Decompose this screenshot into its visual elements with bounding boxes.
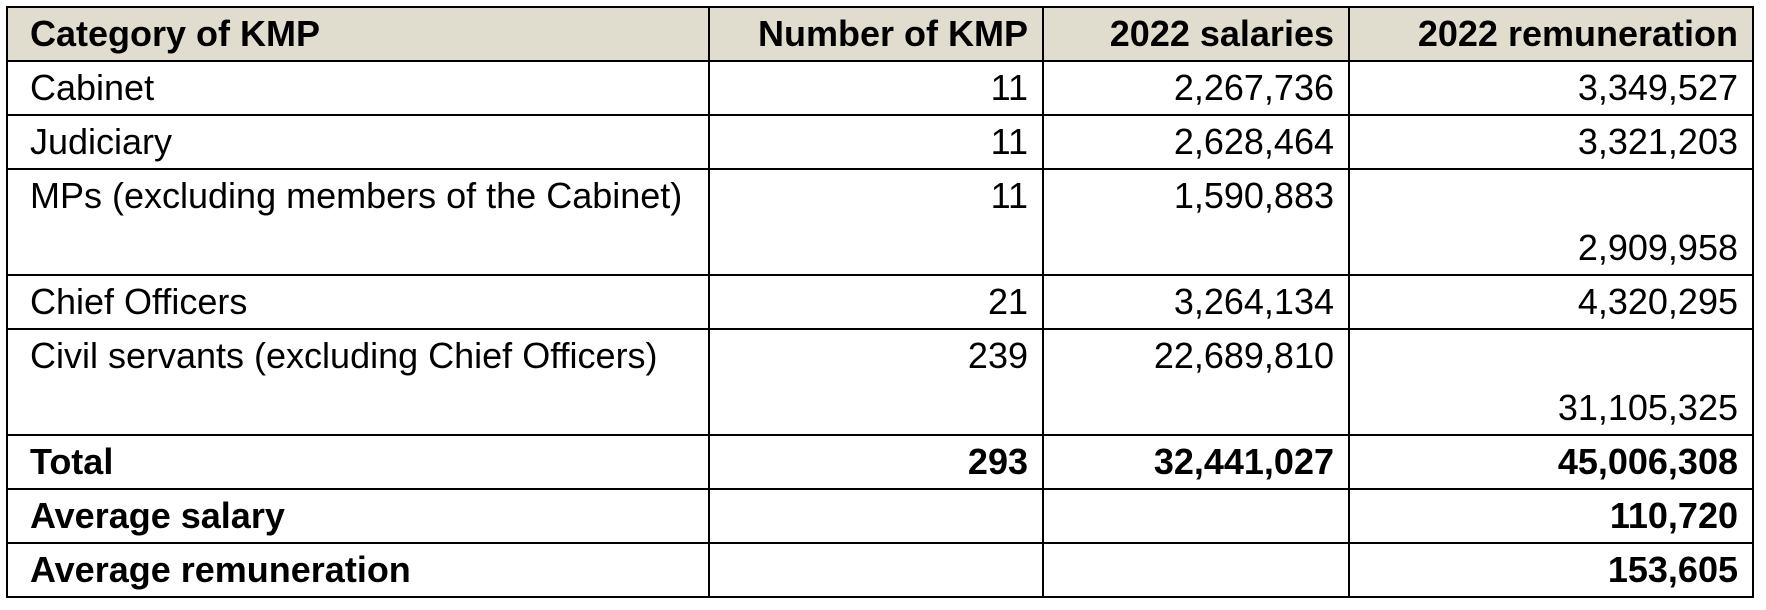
number-cell: 11 [708, 168, 1044, 276]
average-remuneration-value: 153,605 [1348, 542, 1754, 598]
table-row-chief-officers: Chief Officers 21 3,264,134 4,320,295 [6, 274, 1754, 330]
table-row-mps: MPs (excluding members of the Cabinet) 1… [6, 168, 1754, 276]
header-row: Category of KMP Number of KMP 2022 salar… [6, 6, 1754, 62]
average-remuneration-label: Average remuneration [6, 542, 710, 598]
table-row-average-remuneration: Average remuneration 153,605 [6, 542, 1754, 598]
number-cell: 11 [708, 114, 1044, 170]
kmp-remuneration-table: Category of KMP Number of KMP 2022 salar… [6, 6, 1754, 598]
category-cell: Judiciary [6, 114, 710, 170]
category-cell: Cabinet [6, 60, 710, 116]
total-salaries: 32,441,027 [1042, 434, 1350, 490]
total-number: 293 [708, 434, 1044, 490]
total-remuneration: 45,006,308 [1348, 434, 1754, 490]
remuneration-cell: 4,320,295 [1348, 274, 1754, 330]
table-row-total: Total 293 32,441,027 45,006,308 [6, 434, 1754, 490]
category-cell: Civil servants (excluding Chief Officers… [6, 328, 710, 436]
salaries-cell: 22,689,810 [1042, 328, 1350, 436]
number-cell: 21 [708, 274, 1044, 330]
salaries-cell: 1,590,883 [1042, 168, 1350, 276]
total-label: Total [6, 434, 710, 490]
table-row-average-salary: Average salary 110,720 [6, 488, 1754, 544]
category-cell: Chief Officers [6, 274, 710, 330]
remuneration-cell: 31,105,325 [1348, 328, 1754, 436]
average-salary-label: Average salary [6, 488, 710, 544]
header-category: Category of KMP [6, 6, 710, 62]
table-row-cabinet: Cabinet 11 2,267,736 3,349,527 [6, 60, 1754, 116]
category-cell: MPs (excluding members of the Cabinet) [6, 168, 710, 276]
remuneration-cell: 3,349,527 [1348, 60, 1754, 116]
empty-cell [708, 488, 1044, 544]
table-row-judiciary: Judiciary 11 2,628,464 3,321,203 [6, 114, 1754, 170]
number-cell: 239 [708, 328, 1044, 436]
salaries-cell: 3,264,134 [1042, 274, 1350, 330]
salaries-cell: 2,267,736 [1042, 60, 1350, 116]
header-remuneration: 2022 remuneration [1348, 6, 1754, 62]
empty-cell [708, 542, 1044, 598]
table-row-civil-servants: Civil servants (excluding Chief Officers… [6, 328, 1754, 436]
header-salaries: 2022 salaries [1042, 6, 1350, 62]
remuneration-cell: 3,321,203 [1348, 114, 1754, 170]
average-salary-value: 110,720 [1348, 488, 1754, 544]
header-number: Number of KMP [708, 6, 1044, 62]
kmp-remuneration-table-container: Category of KMP Number of KMP 2022 salar… [6, 6, 1754, 598]
empty-cell [1042, 542, 1350, 598]
number-cell: 11 [708, 60, 1044, 116]
salaries-cell: 2,628,464 [1042, 114, 1350, 170]
remuneration-cell: 2,909,958 [1348, 168, 1754, 276]
empty-cell [1042, 488, 1350, 544]
